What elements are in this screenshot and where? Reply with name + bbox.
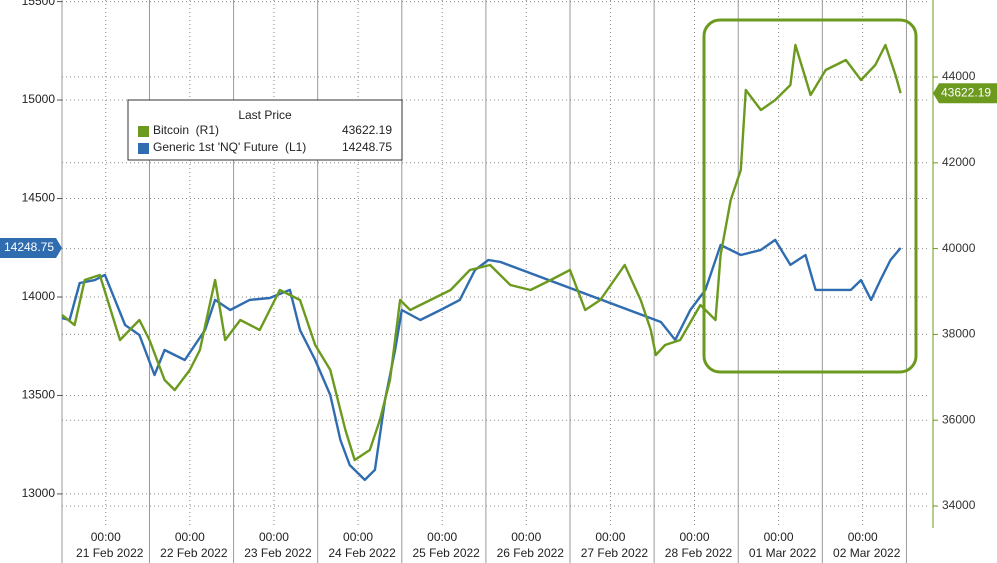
- y-tick-label: 14000: [22, 289, 56, 303]
- x-day-label: 26 Feb 2022: [497, 546, 565, 560]
- x-day-label: 24 Feb 2022: [328, 546, 396, 560]
- legend-label: Generic 1st 'NQ' Future (L1): [153, 140, 306, 154]
- y-tick-label: 13500: [22, 388, 56, 402]
- x-tick-label: 00:00: [848, 530, 878, 544]
- y-tick-label: 13000: [22, 486, 56, 500]
- y2-tick-label: 42000: [942, 155, 976, 169]
- y2-tick-label: 38000: [942, 327, 976, 341]
- x-day-label: 25 Feb 2022: [412, 546, 480, 560]
- y2-tick-label: 34000: [942, 498, 976, 512]
- legend-swatch: [138, 143, 149, 154]
- y-tick-label: 15500: [22, 0, 56, 8]
- y-tick-label: 15000: [22, 92, 56, 106]
- x-day-label: 02 Mar 2022: [833, 546, 901, 560]
- axes: 00:00 21 Feb 2022 00:00 22 Feb 2022 00:00 23 …: [22, 0, 976, 560]
- y2-tick-label: 36000: [942, 412, 976, 426]
- last-value-tag: [0, 237, 62, 258]
- y-tick-label: 14500: [22, 191, 56, 205]
- x-tick-label: 00:00: [175, 530, 205, 544]
- y2-tick-label: 44000: [942, 69, 976, 83]
- series-line: [61, 43, 902, 462]
- grid: [61, 0, 930, 563]
- legend-title: Last Price: [238, 108, 292, 122]
- x-day-label: 28 Feb 2022: [665, 546, 733, 560]
- last-value-tag: [933, 83, 997, 104]
- x-tick-label: 00:00: [764, 530, 794, 544]
- x-tick-label: 00:00: [91, 530, 121, 544]
- highlight-box: [702, 18, 918, 374]
- series-line: [61, 238, 902, 482]
- x-tick-label: 00:00: [343, 530, 373, 544]
- plot-lines: [61, 43, 902, 482]
- legend-swatch: [138, 126, 149, 137]
- last-value-label: 14248.75: [4, 240, 54, 254]
- legend-box: [127, 99, 403, 161]
- x-tick-label: 00:00: [595, 530, 625, 544]
- x-day-label: 22 Feb 2022: [160, 546, 228, 560]
- x-day-label: 27 Feb 2022: [581, 546, 649, 560]
- legend-value: 43622.19: [342, 123, 392, 137]
- legend: Last Price: [127, 99, 403, 161]
- legend-label: Bitcoin (R1): [153, 123, 219, 137]
- x-tick-label: 00:00: [427, 530, 457, 544]
- y2-tick-label: 40000: [942, 241, 976, 255]
- x-tick-label: 00:00: [679, 530, 709, 544]
- x-day-label: 01 Mar 2022: [749, 546, 817, 560]
- x-day-label: 21 Feb 2022: [76, 546, 144, 560]
- x-tick-label: 00:00: [259, 530, 289, 544]
- last-value-label: 43622.19: [941, 85, 991, 99]
- legend-value: 14248.75: [342, 140, 392, 154]
- x-tick-label: 00:00: [511, 530, 541, 544]
- x-day-label: 23 Feb 2022: [244, 546, 312, 560]
